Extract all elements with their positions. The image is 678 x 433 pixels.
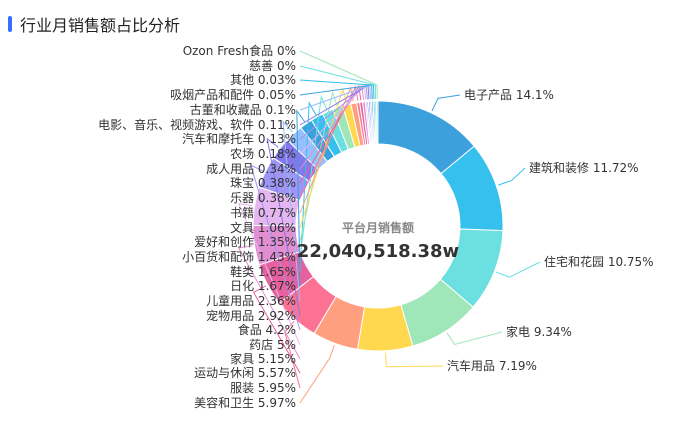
slice-label-18: 书籍 0.77% <box>230 205 296 220</box>
slice-label-29: Ozon Fresh食品 0% <box>183 43 296 58</box>
leader-line-19 <box>299 85 359 199</box>
slice-label-20: 珠宝 0.38% <box>230 176 296 190</box>
leader-line-11 <box>266 137 301 317</box>
slice-label-24: 电影、音乐、视频游戏、软件 0.11% <box>98 117 296 132</box>
leader-line-9 <box>237 202 301 346</box>
slice-label-14: 鞋类 1.65% <box>230 264 296 279</box>
slice-label-0: 电子产品 14.1% <box>464 88 554 102</box>
chart-title: 行业月销售额占比分析 <box>20 16 181 35</box>
leader-line-13 <box>296 109 306 287</box>
slice-label-10: 食品 4.2% <box>238 322 296 337</box>
slice-label-6: 服装 5.95% <box>230 381 296 395</box>
slice-label-8: 家具 5.15% <box>230 351 296 366</box>
slice-label-19: 乐器 0.38% <box>230 191 296 205</box>
leader-line-14 <box>299 101 317 273</box>
chart-header: 行业月销售额占比分析 <box>8 14 181 35</box>
slice-label-3: 家电 9.34% <box>506 324 572 339</box>
slice-label-17: 文具 1.06% <box>230 220 296 235</box>
leader-line-12 <box>282 120 301 302</box>
slice-label-23: 汽车和摩托车 0.13% <box>182 131 296 146</box>
leader-line-2 <box>496 261 541 278</box>
leader-line-4 <box>384 352 444 368</box>
leader-line-3 <box>446 331 503 346</box>
slice-label-22: 农场 0.18% <box>230 147 296 161</box>
slice-label-4: 汽车用品 7.19% <box>447 358 537 373</box>
slice-29[interactable] <box>375 100 379 145</box>
leader-line-1 <box>498 167 526 186</box>
leader-lines-group <box>237 50 541 404</box>
slice-label-27: 其他 0.03% <box>230 73 296 87</box>
slice-label-1: 建筑和装修 11.72% <box>529 160 639 175</box>
leader-line-28 <box>299 65 377 100</box>
slice-label-28: 慈善 0% <box>249 58 296 73</box>
leader-line-0 <box>431 94 461 112</box>
slice-label-9: 药店 5% <box>249 338 296 352</box>
slice-label-13: 日化 1.67% <box>230 279 296 293</box>
leader-line-5 <box>299 345 335 404</box>
slice-label-15: 小百货和配饰 1.43% <box>182 249 296 264</box>
center-label: 平台月销售额 <box>342 220 414 235</box>
slice-label-25: 古董和收藏品 0.1% <box>190 102 296 117</box>
slice-label-16: 爱好和创作 1.35% <box>194 235 296 249</box>
leader-line-21 <box>299 84 365 170</box>
slice-label-2: 住宅和花园 10.75% <box>544 254 654 269</box>
leader-line-7 <box>252 285 301 374</box>
leader-line-10 <box>249 164 301 331</box>
slice-label-11: 宠物用品 2.92% <box>206 308 296 323</box>
leader-line-29 <box>299 50 378 100</box>
slice-label-21: 成人用品 0.34% <box>206 162 296 176</box>
leader-line-20 <box>299 84 362 184</box>
slice-label-12: 儿童用品 2.36% <box>206 293 296 308</box>
center-value: 22,040,518.38w <box>297 241 459 262</box>
slice-label-5: 美容和卫生 5.97% <box>194 395 296 410</box>
slice-label-26: 吸烟产品和配件 0.05% <box>170 88 296 102</box>
labels-group: 电子产品 14.1% 建筑和装修 11.72% 住宅和花园 10.75% 家电 9.3… <box>98 43 654 410</box>
leader-line-8 <box>237 245 301 360</box>
slice-label-7: 运动与休闲 5.57% <box>194 366 296 380</box>
title-accent-bar <box>8 16 12 32</box>
